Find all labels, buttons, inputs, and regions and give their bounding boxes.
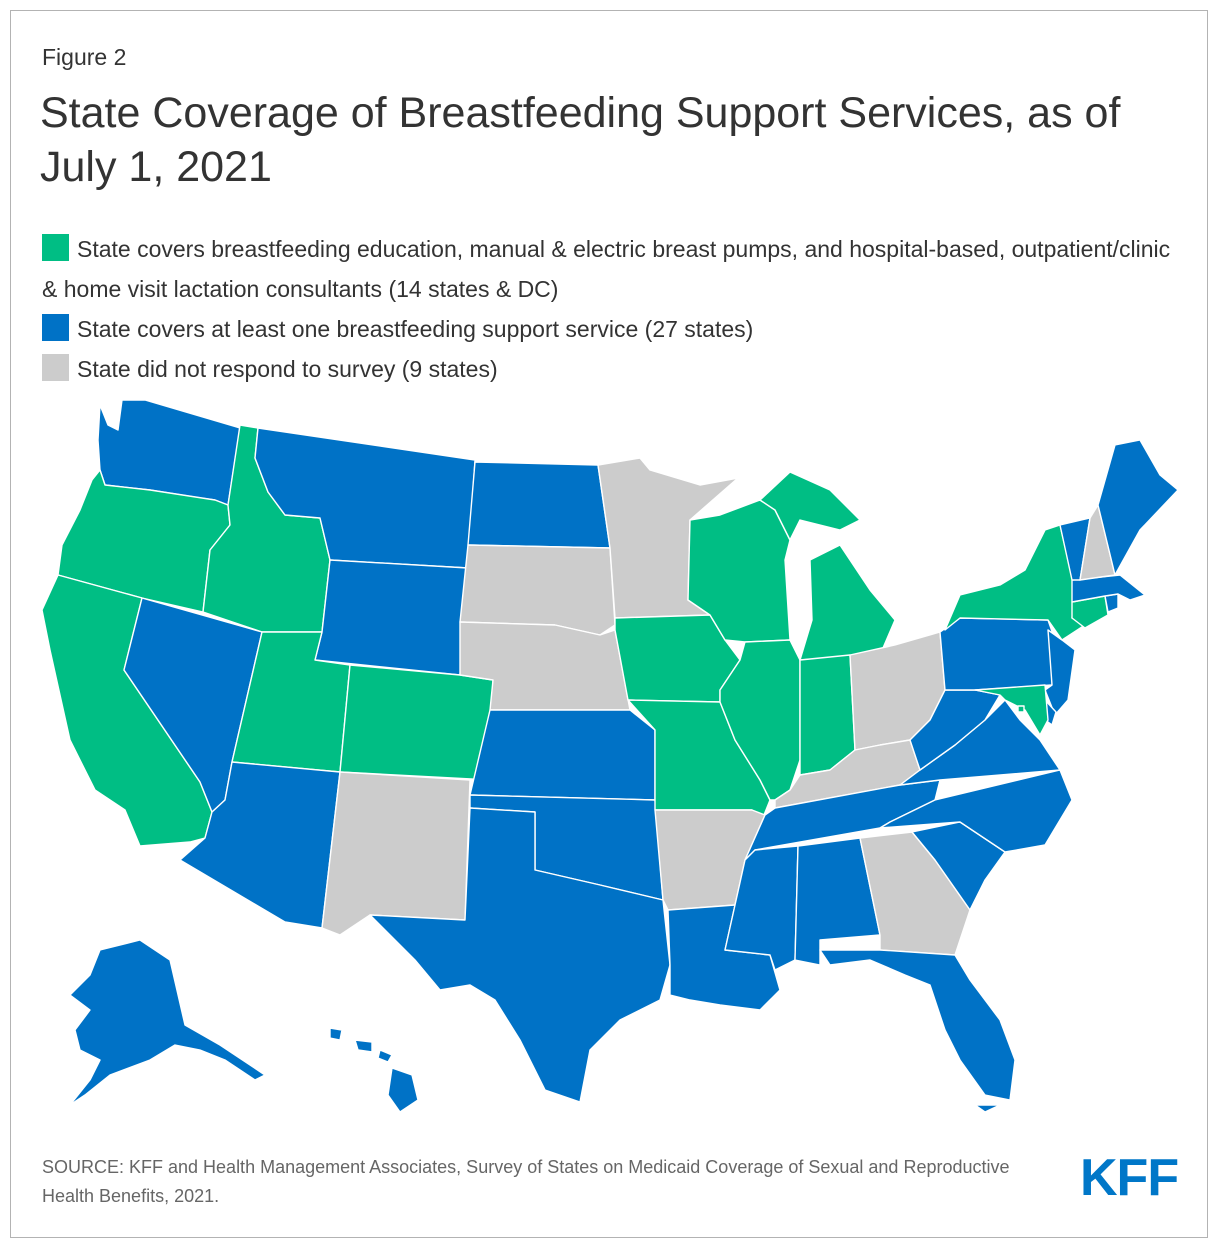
state-RI: [1104, 593, 1119, 613]
us-map: [41, 399, 1179, 1113]
kff-logo: KFF: [1080, 1149, 1179, 1207]
state-WI: [687, 499, 791, 643]
state-PA: [939, 617, 1056, 691]
state-NM: [321, 771, 471, 936]
state-WY: [314, 559, 469, 676]
legend-swatch-green: [42, 234, 69, 261]
legend-swatch-gray: [42, 354, 69, 381]
figure-label: Figure 2: [42, 44, 127, 70]
state-SD: [459, 544, 616, 636]
legend-swatch-blue: [42, 314, 69, 341]
state-TX: [369, 807, 671, 1103]
legend-item-green: State covers breastfeeding education, ma…: [42, 229, 1182, 309]
state-ME: [1097, 439, 1179, 576]
state-ND: [467, 461, 611, 549]
state-NC: [879, 769, 1073, 853]
state-DC: [1017, 705, 1025, 713]
legend-label-green: State covers breastfeeding education, ma…: [42, 236, 1171, 302]
source-note: SOURCE: KFF and Health Management Associ…: [42, 1157, 1010, 1206]
legend-item-blue: State covers at least one breastfeeding …: [42, 309, 1182, 349]
legend-item-gray: State did not respond to survey (9 state…: [42, 349, 1182, 389]
figure-title: State Coverage of Breastfeeding Support …: [40, 89, 1121, 191]
state-FL: [819, 949, 1016, 1113]
state-HI: [329, 1027, 419, 1113]
state-NJ: [1044, 629, 1076, 716]
state-MA: [1071, 574, 1146, 603]
state-CO: [339, 664, 494, 781]
state-KS: [469, 709, 656, 801]
state-AK: [69, 939, 266, 1106]
legend-label-gray: State did not respond to survey (9 state…: [77, 356, 498, 382]
state-MD: [974, 684, 1049, 736]
state-MI: [759, 471, 896, 661]
legend: State covers breastfeeding education, ma…: [42, 229, 1182, 389]
legend-label-blue: State covers at least one breastfeeding …: [77, 316, 754, 342]
